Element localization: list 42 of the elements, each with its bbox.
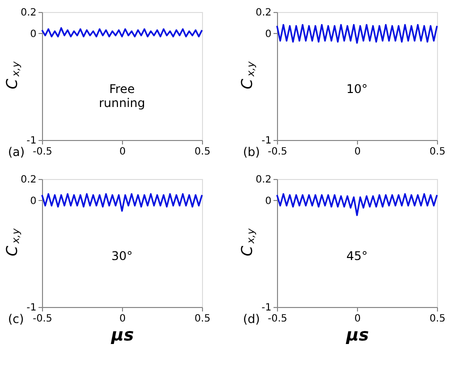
x-axis-title: μs bbox=[345, 326, 369, 346]
y-axis-title: Cx,y bbox=[238, 60, 257, 90]
text: (a) bbox=[8, 145, 25, 159]
text: (d) bbox=[243, 312, 260, 326]
x-tick-label: 0.5 bbox=[194, 314, 210, 324]
annotation: 10° bbox=[346, 82, 368, 96]
x-tick-label: 0.5 bbox=[430, 314, 446, 324]
x-tick-label: -0.5 bbox=[268, 146, 288, 158]
x-tick-label: -0.5 bbox=[32, 314, 52, 324]
annotation: 30° bbox=[111, 248, 133, 263]
x-tick-label: 0 bbox=[119, 146, 126, 158]
annotation: 45° bbox=[346, 248, 368, 263]
y-tick-label: -1 bbox=[26, 136, 36, 146]
line-series bbox=[41, 193, 203, 212]
x-tick-label: -0.5 bbox=[268, 314, 288, 324]
x-tick-label: 0.5 bbox=[430, 146, 446, 158]
y-axis-title: Cx,y bbox=[3, 60, 22, 90]
y-tick-label: 0 bbox=[30, 196, 36, 207]
text: (b) bbox=[243, 145, 260, 159]
text: (c) bbox=[8, 312, 24, 326]
y-tick-label: 0 bbox=[265, 196, 272, 207]
y-tick-label: 0.2 bbox=[256, 174, 272, 186]
y-tick-label: -1 bbox=[262, 136, 272, 146]
x-axis-title: μs bbox=[110, 326, 134, 346]
line-series bbox=[276, 24, 438, 44]
x-tick-label: 0 bbox=[354, 314, 361, 324]
x-tick-label: 0 bbox=[354, 146, 361, 158]
y-axis-title: Cx,y bbox=[3, 227, 22, 256]
y-tick-label: 0.2 bbox=[20, 174, 36, 186]
y-tick-label: 0.2 bbox=[20, 8, 36, 18]
y-tick-label: -1 bbox=[262, 302, 272, 314]
line-series bbox=[41, 27, 203, 38]
y-tick-label: -1 bbox=[26, 302, 36, 314]
y-axis-title: Cx,y bbox=[238, 227, 257, 256]
y-tick-label: 0.2 bbox=[256, 8, 272, 18]
y-tick-label: 0 bbox=[265, 28, 272, 40]
line-series bbox=[276, 193, 438, 216]
x-tick-label: 0.5 bbox=[194, 146, 210, 158]
x-tick-label: 0 bbox=[119, 314, 126, 324]
x-tick-label: -0.5 bbox=[32, 146, 52, 158]
annotation: Free running bbox=[98, 82, 146, 110]
y-tick-label: 0 bbox=[30, 28, 36, 40]
